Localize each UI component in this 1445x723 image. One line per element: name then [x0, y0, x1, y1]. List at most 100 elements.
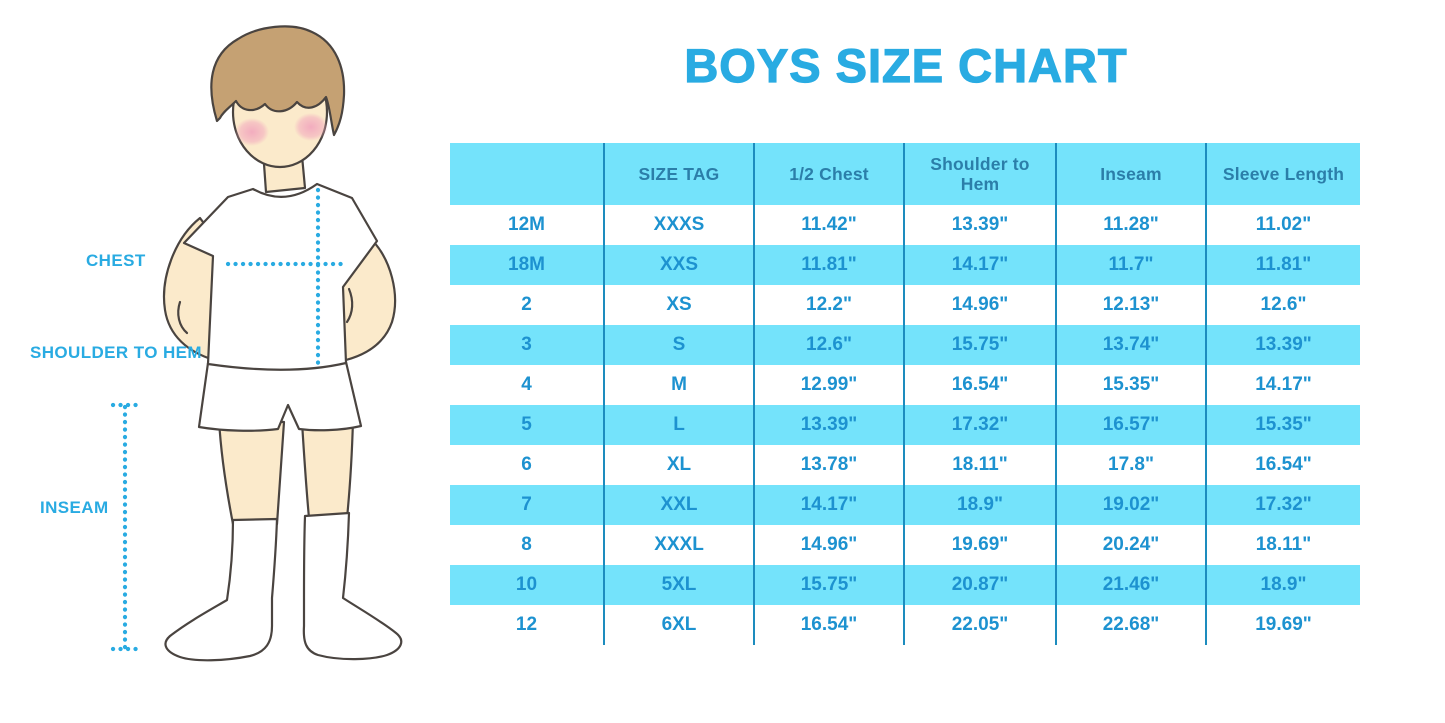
table-cell: 7 [521, 494, 532, 516]
table-row: 4 M 12.99" 16.54" 15.35" 14.17" [450, 365, 1360, 405]
table-cell: XXXS [603, 205, 753, 245]
table-cell: S [603, 325, 753, 365]
table-row: 7 XXL 14.17" 18.9" 19.02" 17.32" [450, 485, 1360, 525]
page-title: BOYS SIZE CHART [684, 38, 1128, 92]
table-cell: 19.69" [1205, 605, 1360, 645]
table-cell: 19.69" [903, 525, 1055, 565]
table-cell: XXXL [603, 525, 753, 565]
table-cell: 15.35" [1055, 365, 1205, 405]
table-cell: 22.68" [1055, 605, 1205, 645]
table-row: 8 XXXL 14.96" 19.69" 20.24" 18.11" [450, 525, 1360, 565]
table-cell: 5 [521, 414, 532, 436]
table-cell: 14.96" [753, 525, 903, 565]
table-row: 12M XXXS 11.42" 13.39" 11.28" 11.02" [450, 205, 1360, 245]
table-row: 6 XL 13.78" 18.11" 17.8" 16.54" [450, 445, 1360, 485]
table-cell: 11.81" [753, 245, 903, 285]
table-cell: 12.6" [753, 325, 903, 365]
table-cell: 17.32" [1205, 485, 1360, 525]
boy-right-elbow-crease [345, 287, 354, 324]
boy-right-sock [302, 511, 403, 661]
boy-blush-left [235, 118, 269, 146]
table-cell: 2 [521, 294, 532, 316]
size-table: SIZE TAG 1/2 Chest Shoulder to Hem Inseam Sl… [450, 143, 1360, 645]
table-cell: 14.17" [1205, 365, 1360, 405]
table-cell: 11.28" [1055, 205, 1205, 245]
header-cell: SIZE TAG [603, 143, 753, 205]
inseam-measure-line [110, 402, 143, 652]
table-cell: XXS [603, 245, 753, 285]
chest-label: CHEST [86, 251, 146, 270]
table-cell: 12M [508, 214, 545, 236]
table-cell: 11.81" [1205, 245, 1360, 285]
table-row: 10 5XL 15.75" 20.87" 21.46" 18.9" [450, 565, 1360, 605]
boy-left-sock [164, 517, 279, 662]
table-cell: 12 [515, 614, 538, 636]
table-cell: 20.24" [1055, 525, 1205, 565]
table-cell: 5XL [603, 565, 753, 605]
boy-left-elbow-crease [177, 300, 189, 335]
table-cell: L [603, 405, 753, 445]
header-cell [450, 143, 603, 205]
table-cell: 18M [508, 254, 545, 276]
table-cell: 12.2" [753, 285, 903, 325]
table-cell: 18.11" [1205, 525, 1360, 565]
table-cell: 13.39" [753, 405, 903, 445]
table-cell: 13.39" [903, 205, 1055, 245]
table-cell: 18.9" [1205, 565, 1360, 605]
table-row: 12 6XL 16.54" 22.05" 22.68" 19.69" [450, 605, 1360, 645]
table-cell: 14.96" [903, 285, 1055, 325]
boy-right-leg [300, 418, 355, 520]
table-cell: XS [603, 285, 753, 325]
table-cell: 3 [521, 334, 532, 356]
table-cell: 15.75" [753, 565, 903, 605]
table-cell: 19.02" [1055, 485, 1205, 525]
table-cell: 18.11" [903, 445, 1055, 485]
table-header-row: SIZE TAG 1/2 Chest Shoulder to Hem Inseam Sl… [450, 143, 1360, 205]
table-cell: 13.74" [1055, 325, 1205, 365]
boy-left-leg [217, 418, 286, 526]
boy-blush-right [294, 113, 328, 141]
boy-shirt [182, 182, 379, 371]
table-cell: 11.42" [753, 205, 903, 245]
boy-shorts [197, 360, 363, 432]
header-cell: Sleeve Length [1205, 143, 1360, 205]
table-cell: 11.7" [1055, 245, 1205, 285]
table-cell: 12.6" [1205, 285, 1360, 325]
table-cell: XL [603, 445, 753, 485]
header-cell: Shoulder to Hem [903, 143, 1055, 205]
table-row: 5 L 13.39" 17.32" 16.57" 15.35" [450, 405, 1360, 445]
table-cell: 6 [521, 454, 532, 476]
inseam-label: INSEAM [40, 498, 109, 517]
table-cell: 6XL [603, 605, 753, 645]
table-cell: 13.78" [753, 445, 903, 485]
table-cell: 14.17" [903, 245, 1055, 285]
table-cell: M [603, 365, 753, 405]
table-cell: 15.35" [1205, 405, 1360, 445]
table-cell: 13.39" [1205, 325, 1360, 365]
header-cell: Inseam [1055, 143, 1205, 205]
table-cell: 16.54" [903, 365, 1055, 405]
table-cell: 14.17" [753, 485, 903, 525]
header-cell: 1/2 Chest [753, 143, 903, 205]
table-row: 18M XXS 11.81" 14.17" 11.7" 11.81" [450, 245, 1360, 285]
table-cell: 17.8" [1055, 445, 1205, 485]
table-cell: 16.54" [1205, 445, 1360, 485]
table-cell: 12.13" [1055, 285, 1205, 325]
table-cell: 22.05" [903, 605, 1055, 645]
table-cell: 16.54" [753, 605, 903, 645]
table-cell: 10 [515, 574, 538, 596]
table-row: 2 XS 12.2" 14.96" 12.13" 12.6" [450, 285, 1360, 325]
table-cell: 11.02" [1205, 205, 1360, 245]
table-cell: 4 [521, 374, 532, 396]
table-cell: 16.57" [1055, 405, 1205, 445]
table-cell: 21.46" [1055, 565, 1205, 605]
table-row: 3 S 12.6" 15.75" 13.74" 13.39" [450, 325, 1360, 365]
table-cell: 8 [521, 534, 532, 556]
table-cell: XXL [603, 485, 753, 525]
table-cell: 18.9" [903, 485, 1055, 525]
boy-measurement-figure [110, 25, 403, 662]
table-cell: 12.99" [753, 365, 903, 405]
boy-hair [210, 25, 346, 137]
table-cell: 20.87" [903, 565, 1055, 605]
